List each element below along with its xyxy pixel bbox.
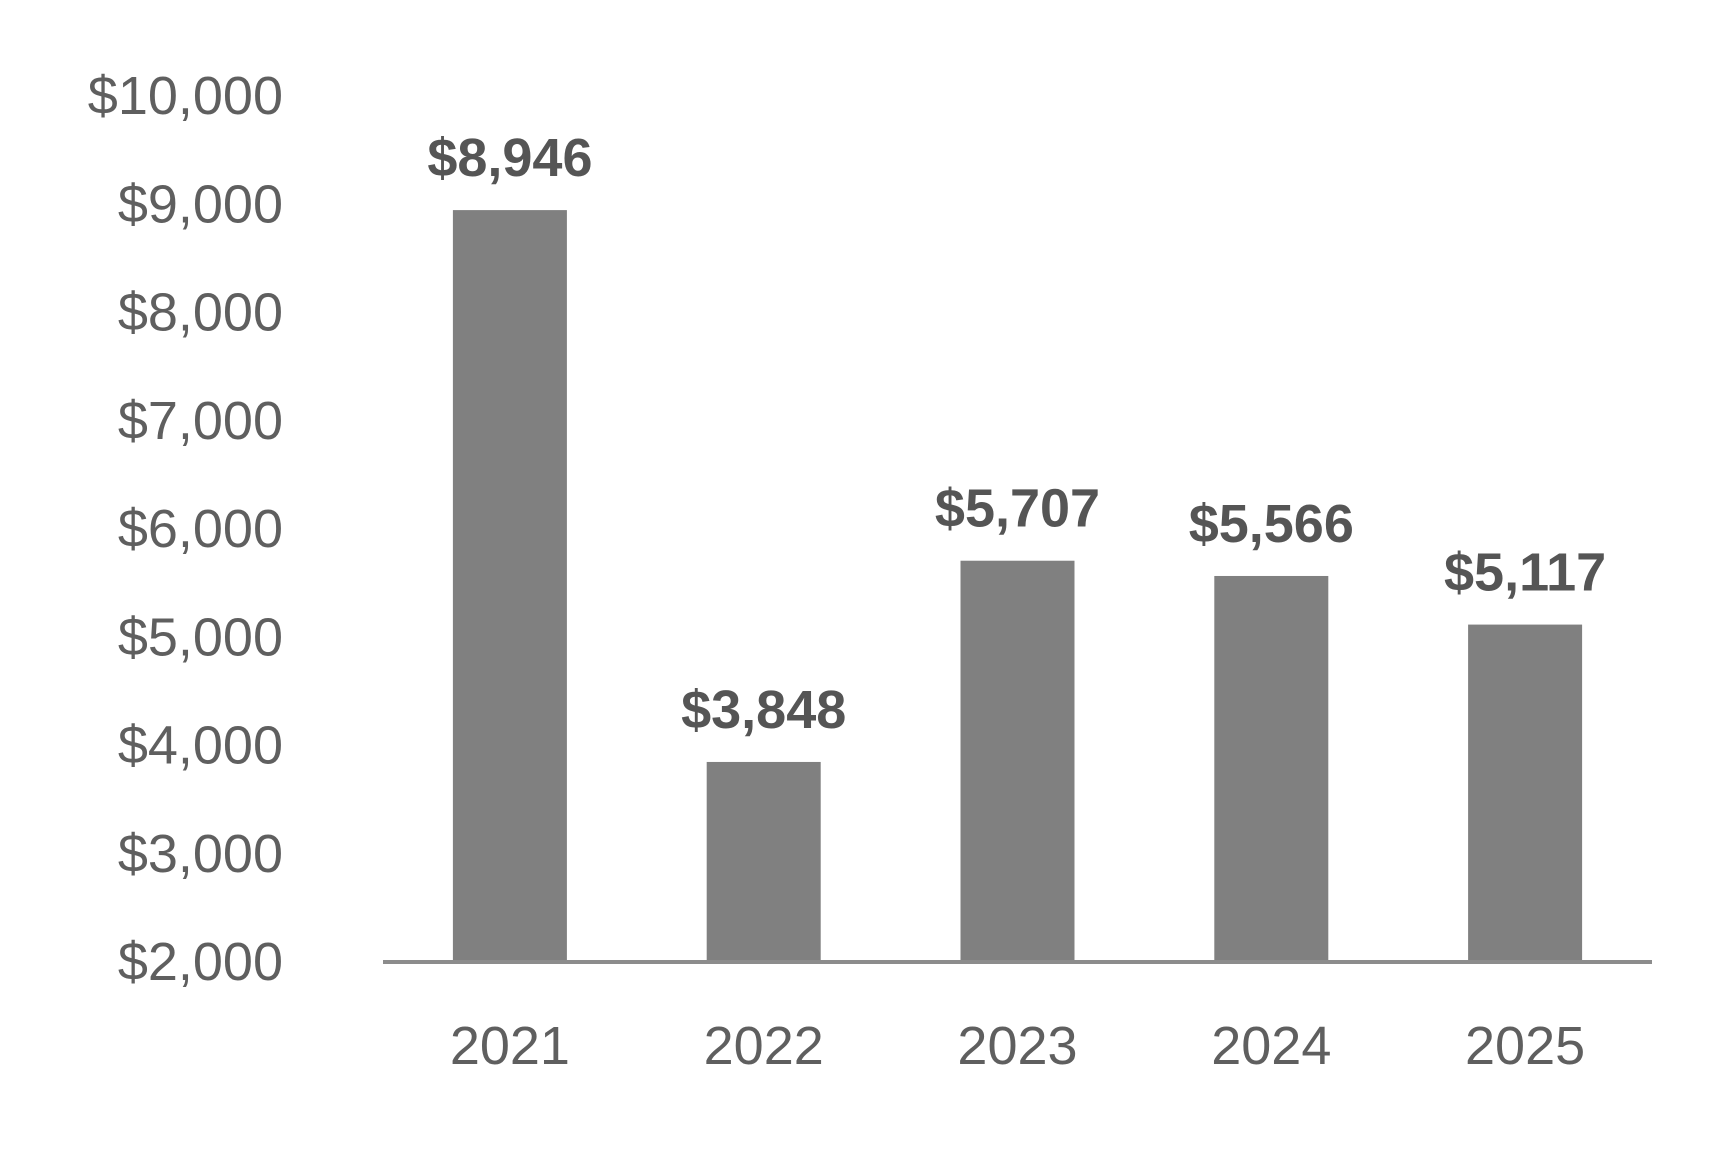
y-tick-label: $3,000 (118, 824, 283, 884)
data-label-2021: $8,946 (427, 128, 592, 188)
bar-2021 (452, 210, 567, 962)
data-label-2023: $5,707 (935, 479, 1100, 539)
y-tick-label: $4,000 (118, 716, 283, 776)
data-label-2022: $3,848 (681, 680, 846, 740)
y-axis: $2,000 $3,000 $4,000 $5,000 $6,000 $7,000 $8,0… (88, 66, 283, 992)
x-tick-label-2021: 2021 (450, 1016, 570, 1076)
y-tick-label: $6,000 (118, 499, 283, 559)
bars (452, 210, 1583, 962)
y-tick-label: $2,000 (118, 932, 283, 992)
y-tick-label: $10,000 (88, 66, 283, 126)
bar-2023 (960, 560, 1075, 962)
y-tick-label: $7,000 (118, 391, 283, 451)
y-tick-label: $8,000 (118, 283, 283, 343)
bar-2025 (1468, 624, 1583, 962)
x-tick-label-2022: 2022 (704, 1016, 824, 1076)
x-axis: 2021 2022 2023 2024 2025 (450, 1016, 1585, 1076)
data-labels: $8,946 $3,848 $5,707 $5,566 $5,117 (427, 128, 1606, 740)
y-tick-label: $9,000 (118, 174, 283, 234)
x-tick-label-2025: 2025 (1465, 1016, 1585, 1076)
x-tick-label-2023: 2023 (957, 1016, 1077, 1076)
bar-2024 (1214, 575, 1329, 962)
data-label-2024: $5,566 (1189, 494, 1354, 554)
data-label-2025: $5,117 (1444, 543, 1606, 603)
y-tick-label: $5,000 (118, 607, 283, 667)
bar-2022 (706, 761, 821, 962)
x-tick-label-2024: 2024 (1211, 1016, 1331, 1076)
